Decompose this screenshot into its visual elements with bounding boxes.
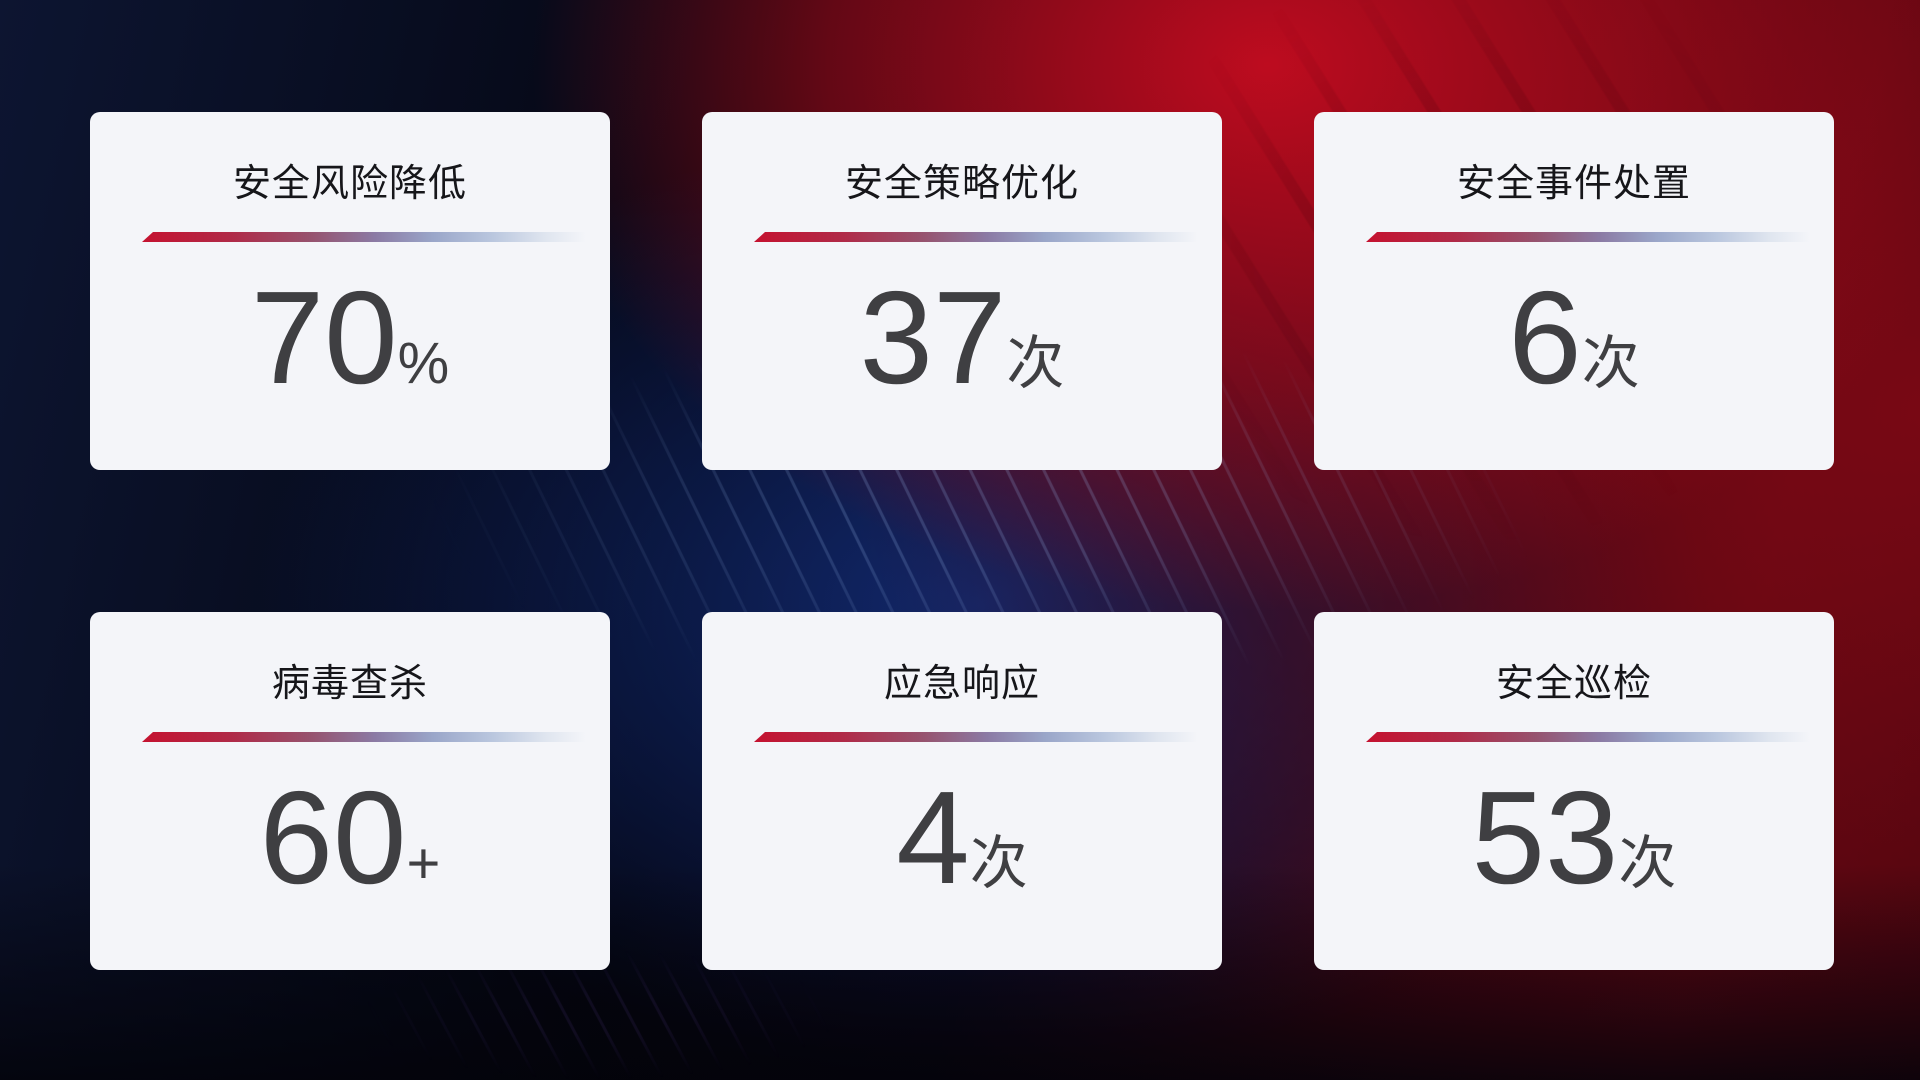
card-value: 6次 [1314,272,1834,404]
card-value: 37次 [702,272,1222,404]
stat-card-risk-reduction: 安全风险降低 70% [90,112,610,470]
card-value: 4次 [702,772,1222,904]
value-number: 70 [250,264,398,411]
card-title: 安全事件处置 [1456,163,1691,205]
card-value: 70% [90,272,610,404]
card-title: 病毒查杀 [271,663,428,705]
gradient-divider [1366,732,1814,742]
stat-card-virus-scan: 病毒查杀 60+ [90,612,610,970]
gradient-divider [142,232,590,242]
gradient-divider [1366,232,1814,242]
stat-card-incident-handling: 安全事件处置 6次 [1314,112,1834,470]
stat-card-grid: 安全风险降低 70% 安全策略优化 37次 安全事件处置 6次 病毒查杀 60+… [90,112,1834,970]
card-title: 安全策略优化 [844,163,1079,205]
card-title: 安全巡检 [1495,663,1652,705]
value-unit: 次 [1618,831,1677,896]
card-title: 应急响应 [883,663,1040,705]
value-number: 6 [1508,264,1582,411]
gradient-divider [142,732,590,742]
card-value: 53次 [1314,772,1834,904]
value-unit: 次 [1581,331,1640,396]
purple-diagonal-streaks [360,950,840,1080]
value-unit: 次 [1006,331,1065,396]
stat-card-policy-optimization: 安全策略优化 37次 [702,112,1222,470]
card-value: 60+ [90,772,610,904]
value-number: 37 [859,264,1007,411]
stat-card-emergency-response: 应急响应 4次 [702,612,1222,970]
value-unit: % [397,331,450,396]
gradient-divider [754,732,1202,742]
value-unit: + [406,831,441,896]
stat-card-security-inspection: 安全巡检 53次 [1314,612,1834,970]
value-number: 53 [1471,764,1619,911]
value-number: 60 [259,764,407,911]
value-number: 4 [896,764,970,911]
gradient-divider [754,232,1202,242]
value-unit: 次 [969,831,1028,896]
card-title: 安全风险降低 [232,163,467,205]
